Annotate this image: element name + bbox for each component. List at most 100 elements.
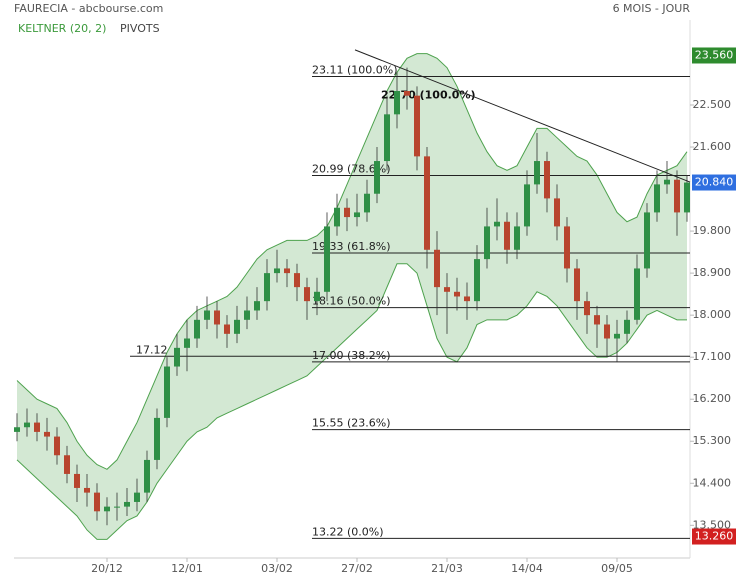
candle-body	[544, 161, 550, 199]
candle-body	[44, 431, 50, 437]
chart-subtitle: 6 MOIS - JOUR	[613, 2, 691, 15]
candle-body	[94, 492, 100, 512]
candle-body	[564, 226, 570, 269]
x-tick-label: 21/03	[431, 562, 463, 575]
y-tick-label: 18.000	[693, 308, 732, 321]
fib-label: 19.33 (61.8%)	[312, 240, 391, 253]
candle-body	[394, 90, 400, 115]
y-tick-label: 17.100	[693, 350, 732, 363]
candle-body	[284, 268, 290, 274]
candle-body	[624, 319, 630, 334]
candle-body	[34, 422, 40, 432]
candle-body	[584, 301, 590, 316]
candle-body	[234, 319, 240, 334]
fib-label: 18.16 (50.0%)	[312, 295, 391, 308]
candle-body	[464, 296, 470, 302]
candle-body	[494, 221, 500, 227]
fib-label: 17.00 (38.2%)	[312, 349, 391, 362]
candle-body	[654, 184, 660, 213]
candle-body	[214, 310, 220, 325]
candle-body	[224, 324, 230, 334]
candle-body	[444, 287, 450, 292]
candle-body	[644, 212, 650, 269]
candle-body	[64, 455, 70, 474]
chart-title: FAURECIA - abcbourse.com	[14, 2, 163, 15]
candle-body	[334, 207, 340, 227]
candle-body	[594, 315, 600, 325]
y-tick-label: 22.500	[693, 98, 732, 111]
candle-body	[374, 161, 380, 194]
candle-body	[114, 506, 120, 508]
pivot-label: 17.12	[136, 343, 168, 356]
candle-body	[14, 427, 20, 432]
candle-body	[184, 338, 190, 348]
candle-body	[604, 324, 610, 339]
x-tick-label: 27/02	[341, 562, 373, 575]
x-tick-label: 14/04	[511, 562, 543, 575]
candle-body	[674, 179, 680, 213]
candle-body	[344, 207, 350, 218]
y-tick-label: 21.600	[693, 140, 732, 153]
candle-body	[144, 459, 150, 493]
price-box	[692, 528, 736, 545]
candle-body	[324, 226, 330, 292]
x-tick-label: 03/02	[261, 562, 293, 575]
candle-body	[304, 287, 310, 302]
candle-body	[634, 268, 640, 320]
price-label: 13.260	[695, 530, 734, 543]
y-tick-label: 14.400	[693, 476, 732, 489]
candle-body	[554, 198, 560, 227]
candle-body	[74, 473, 80, 488]
candle-body	[54, 436, 60, 456]
candle-body	[354, 212, 360, 218]
price-label: 20.840	[695, 176, 734, 189]
candle-body	[124, 501, 130, 507]
x-tick-label: 20/12	[91, 562, 123, 575]
candle-body	[254, 301, 260, 311]
candle-body	[434, 249, 440, 288]
price-box	[692, 47, 736, 64]
candle-body	[294, 273, 300, 288]
candle-body	[614, 333, 620, 339]
candle-body	[664, 179, 670, 185]
y-tick-label: 19.800	[693, 224, 732, 237]
x-tick-label: 12/01	[171, 562, 203, 575]
candle-body	[484, 226, 490, 260]
candle-body	[194, 319, 200, 339]
y-tick-label: 15.300	[693, 434, 732, 447]
candle-body	[84, 487, 90, 493]
candle-body	[244, 310, 250, 320]
candle-body	[454, 291, 460, 297]
candle-body	[24, 422, 30, 428]
candle-body	[414, 95, 420, 157]
candle-body	[504, 221, 510, 250]
candle-body	[164, 366, 170, 418]
candle-body	[264, 273, 270, 302]
fib-label: 13.22 (0.0%)	[312, 525, 384, 538]
candle-body	[534, 161, 540, 185]
price-label: 23.560	[695, 48, 734, 61]
keltner-lower	[16, 263, 687, 540]
fib-label: 23.11 (100.0%)	[312, 64, 398, 77]
candle-body	[474, 259, 480, 302]
candle-body	[684, 182, 690, 213]
price-box	[692, 174, 736, 191]
candle-body	[104, 506, 110, 512]
keltner-upper	[16, 53, 688, 470]
candle-body	[204, 310, 210, 320]
y-tick-label: 18.900	[693, 266, 732, 279]
candle-body	[384, 114, 390, 162]
candle-body	[574, 268, 580, 302]
candle-body	[514, 226, 520, 250]
y-tick-label: 16.200	[693, 392, 732, 405]
candle-body	[134, 492, 140, 502]
candle-body	[154, 417, 160, 460]
candle-body	[524, 184, 530, 227]
trendline	[354, 49, 691, 183]
fib-label: 15.55 (23.6%)	[312, 417, 391, 430]
legend-entry: PIVOTS	[120, 22, 160, 35]
candle-body	[364, 193, 370, 213]
legend-entry: KELTNER (20, 2)	[18, 22, 106, 35]
candle-body	[174, 347, 180, 367]
